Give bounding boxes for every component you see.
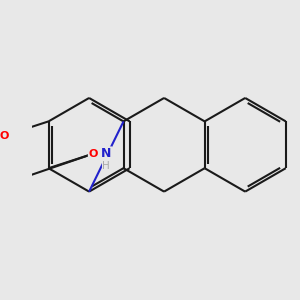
Text: O: O xyxy=(88,149,98,159)
Text: N: N xyxy=(101,147,112,161)
Text: H: H xyxy=(102,161,110,171)
Text: O: O xyxy=(0,131,9,141)
